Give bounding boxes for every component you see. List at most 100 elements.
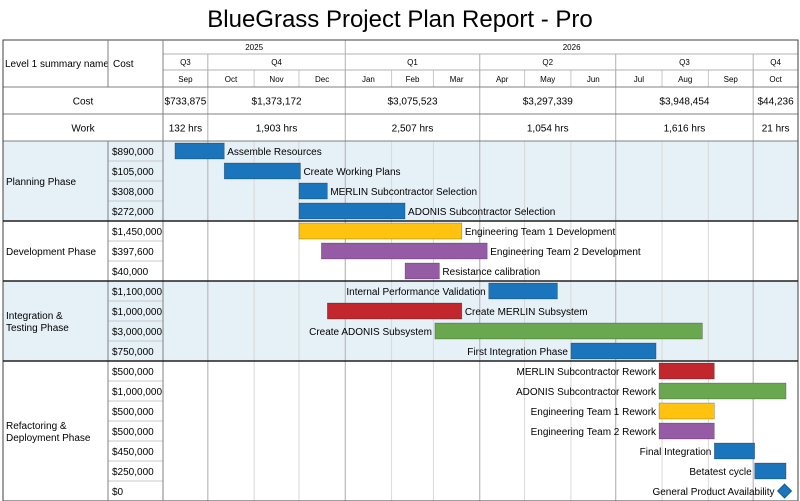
table-borders [2,39,799,501]
task-label: Assemble Resources [227,147,321,158]
task-bar [298,222,463,240]
quarter-label: Q3 [180,58,191,67]
task-label: Final Integration [640,447,712,458]
task-label: General Product Availability [652,487,774,498]
year-label: 2025 [245,43,263,52]
task-cost: $500,000 [112,407,154,418]
month-label: Oct [769,75,782,84]
summary-value: 132 hrs [169,124,202,135]
task-bar [298,182,328,200]
task-cost: $500,000 [112,427,154,438]
month-label: Aug [678,75,692,84]
summary-value: 2,507 hrs [392,124,434,135]
phase-name-line: Refactoring & [6,421,67,432]
month-label: Dec [315,75,329,84]
task-label: MERLIN Subcontractor Rework [517,367,657,378]
task-cost: $308,000 [112,187,154,198]
task-cost: $250,000 [112,467,154,478]
task-bar [658,402,715,420]
year-label: 2026 [563,43,581,52]
month-label: Jul [634,75,644,84]
task-bar [570,342,657,360]
task-label: Create Working Plans [303,167,400,178]
task-cost: $1,000,000 [112,387,162,398]
month-label: Mar [450,75,464,84]
phase-name: Planning Phase [6,177,76,188]
summary-value: 1,616 hrs [664,124,706,135]
month-label: Apr [496,75,509,84]
summary-value: $44,236 [758,97,795,108]
milestone-marker [776,483,793,499]
month-label: Jan [362,75,375,84]
month-label: Oct [225,75,238,84]
quarter-label: Q3 [679,58,690,67]
summary-value: 1,054 hrs [527,124,569,135]
task-label: MERLIN Subcontractor Selection [330,187,477,198]
timeline-header: Level 1 summary name Cost 2025 2026 Q3 Q4 Q1… [5,43,783,84]
month-label: Feb [406,75,420,84]
task-label: First Integration Phase [467,347,568,358]
task-bar [321,242,488,260]
task-cost: $397,600 [112,247,154,258]
quarter-label: Q4 [271,58,282,67]
quarter-label: Q4 [770,58,781,67]
task-bar [174,142,225,160]
task-cost: $40,000 [112,267,149,278]
task-cost: $500,000 [112,367,154,378]
task-bar [298,202,406,220]
task-label: Engineering Team 2 Development [490,247,641,258]
task-label: Engineering Team 1 Development [465,227,616,238]
month-label: May [540,75,555,84]
task-bar [714,442,755,460]
quarter-label: Q2 [542,58,553,67]
summary-value: $733,875 [165,97,207,108]
summary-value: 21 hrs [762,124,790,135]
task-cost: $105,000 [112,167,154,178]
name-column-header: Level 1 summary name [5,59,109,70]
month-label: Jun [587,75,600,84]
task-cost: $450,000 [112,447,154,458]
phase-name-line: Testing Phase [6,323,69,334]
phase-name-line: Planning Phase [6,177,76,188]
phase-labels: Planning Phase Development Phase Integrati… [6,177,96,444]
task-label: Betatest cycle [689,467,752,478]
task-bar [754,462,787,480]
phase-name: Integration & Testing Phase [6,311,69,334]
task-label: Resistance calibration [442,267,540,278]
task-cost: $1,450,000 [112,227,162,238]
outer-border [2,39,799,501]
task-label: Create ADONIS Subsystem [309,327,432,338]
task-cost: $1,000,000 [112,307,162,318]
task-label: ADONIS Subcontractor Selection [408,207,555,218]
task-cost: $0 [112,487,124,498]
task-cost: $890,000 [112,147,154,158]
summary-value: $3,075,523 [387,97,437,108]
task-bar [658,422,715,440]
quarter-label: Q1 [407,58,418,67]
month-label: Nov [269,75,283,84]
task-label: Create MERLIN Subsystem [465,307,588,318]
phase-name-line: Deployment Phase [6,433,91,444]
task-cost: $3,000,000 [112,327,162,338]
task-cost: $272,000 [112,207,154,218]
summary-row-label: Work [71,124,95,135]
month-label: Sep [178,75,193,84]
summary-row-label: Cost [73,97,94,108]
task-bar [404,262,440,280]
task-bar [223,162,301,180]
month-label: Sep [724,75,739,84]
task-label: Internal Performance Validation [346,287,485,298]
summary-value: $3,948,454 [659,97,709,108]
task-bar [658,382,787,400]
task-label: ADONIS Subcontractor Rework [516,387,657,398]
task-bar [327,302,463,320]
phase-name: Development Phase [6,247,96,258]
report-title: BlueGrass Project Plan Report - Pro [207,6,593,33]
task-cost: $1,100,000 [112,287,162,298]
phase-name-line: Integration & [6,311,63,322]
timeline-grid [3,40,798,501]
task-cost: $750,000 [112,347,154,358]
task-label: Engineering Team 2 Rework [531,427,657,438]
summary-value: 1,903 hrs [256,124,298,135]
